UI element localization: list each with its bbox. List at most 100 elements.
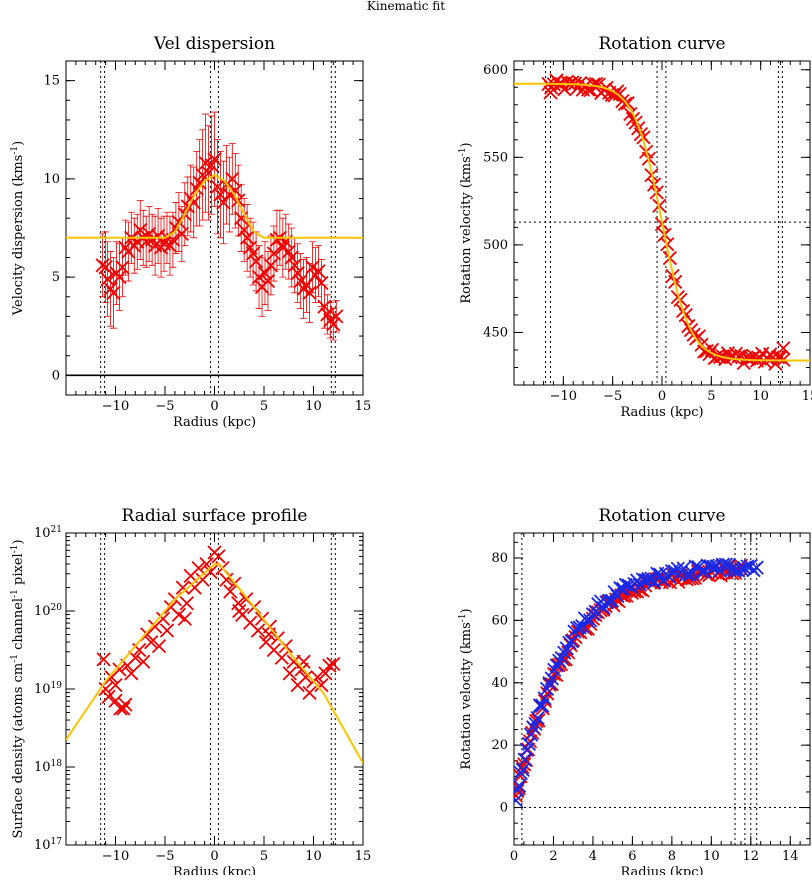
data-point [155,611,171,626]
data-point [290,266,305,281]
data-point [112,662,127,677]
data-point [151,638,167,654]
x-tick-label: 5 [260,399,268,414]
approaching-data-point [749,560,764,575]
data-layer [66,545,363,764]
y-tick-label: 1017 [34,837,62,853]
y-axis-label-sup: -1 [458,147,468,156]
data-point [219,572,234,587]
data-point [101,689,116,704]
y-tick-label: 40 [491,676,508,691]
rotation-curve-folded-panel: Rotation curve Radius (kpc) Rotation veloc… [458,506,811,880]
y-axis-label-sup3: -1 [10,545,20,554]
x-axis-label: Radius (kpc) [173,415,256,430]
y-axis-label-sup: -1 [458,613,468,622]
x-tick-label: −10 [550,389,577,404]
plot-frame [65,60,364,396]
y-tick-label: 1020 [34,603,62,619]
vel-dispersion-panel: Vel dispersion Radius (kpc) Velocity dispe… [10,34,371,430]
data-point [175,580,190,595]
data-point [302,685,317,701]
y-tick-label: 1018 [34,759,62,775]
x-tick-label: 14 [782,849,799,864]
y-tick-base: 10 [34,682,51,697]
data-layer [66,111,363,341]
data-point [203,564,218,580]
x-tick-label: 12 [743,849,760,864]
data-point [115,260,130,275]
data-point [232,603,247,619]
y-axis-label-main: Rotation velocity (kms [459,156,474,303]
y-tick-label: 1019 [34,681,62,697]
x-tick-label: 0 [210,399,218,414]
data-point [179,596,194,611]
x-tick-label: 15 [802,389,812,404]
x-tick-label: 10 [703,849,720,864]
y-axis-label: Velocity dispersion (kms-1) [10,141,26,316]
approaching-data-point [532,698,548,713]
x-tick-label: 5 [707,389,715,404]
x-axis-label: Radius (kpc) [620,865,703,875]
approaching-data-point [514,778,527,793]
approaching-data-point [682,567,697,582]
data-point [260,273,276,289]
approaching-data-point [572,620,587,635]
data-point [144,635,159,650]
approaching-data-point [557,645,572,660]
model-curve [66,173,363,239]
x-tick-label: 0 [658,389,666,404]
data-point [207,152,222,167]
y-axis-label-mid2: pixel [11,553,26,589]
data-point [108,677,123,693]
y-tick-base: 10 [34,760,51,775]
data-point [257,266,273,281]
y-axis-label-main: Velocity dispersion (kms [11,155,26,317]
x-tick-label: −10 [102,849,129,864]
data-point [266,246,282,261]
y-tick-base: 10 [34,526,51,541]
y-tick-label: 1021 [34,525,62,541]
y-axis-label-main: Surface density (atoms cm [11,663,26,839]
y-tick-exponent: 17 [51,837,63,847]
x-axis-label: Radius (kpc) [173,865,256,875]
y-tick-label: 500 [483,238,508,253]
approaching-data-point [727,563,743,578]
data-point [133,222,148,238]
y-axis-label-main: Rotation velocity (kms [459,622,474,769]
y-tick-label: 550 [483,150,508,165]
data-point [174,226,189,242]
y-tick-label: 600 [483,63,508,78]
figure-title: Kinematic fit [367,0,445,13]
data-point [298,670,313,685]
approaching-data-point [537,691,552,706]
x-tick-label: 0 [210,849,218,864]
data-point [248,254,264,269]
y-axis-label-sup: -1 [10,146,20,155]
approaching-data-point [530,710,545,726]
approaching-data-point [542,676,557,691]
y-tick-label: 450 [483,325,508,340]
data-point [317,299,332,314]
receding-data-point [517,757,532,772]
y-tick-exponent: 20 [51,603,63,613]
data-point [96,652,111,667]
y-tick-label: 10 [43,172,60,187]
data-point [274,650,289,665]
y-tick-base: 10 [34,838,51,853]
data-point [240,230,255,245]
data-point [776,341,791,356]
y-axis-label-end: ) [459,142,474,147]
x-tick-label: 5 [260,849,268,864]
panel-title: Vel dispersion [153,34,275,54]
y-axis-label-end: ) [11,141,26,146]
panel-title: Radial surface profile [122,506,308,526]
data-point [322,658,337,673]
approaching-data-point [564,634,580,649]
approaching-data-point [706,559,721,574]
data-point [636,130,651,145]
data-point [282,666,297,681]
data-point [311,264,326,279]
data-point [223,584,238,599]
data-point [98,681,113,697]
x-tick-label: −10 [102,399,129,414]
